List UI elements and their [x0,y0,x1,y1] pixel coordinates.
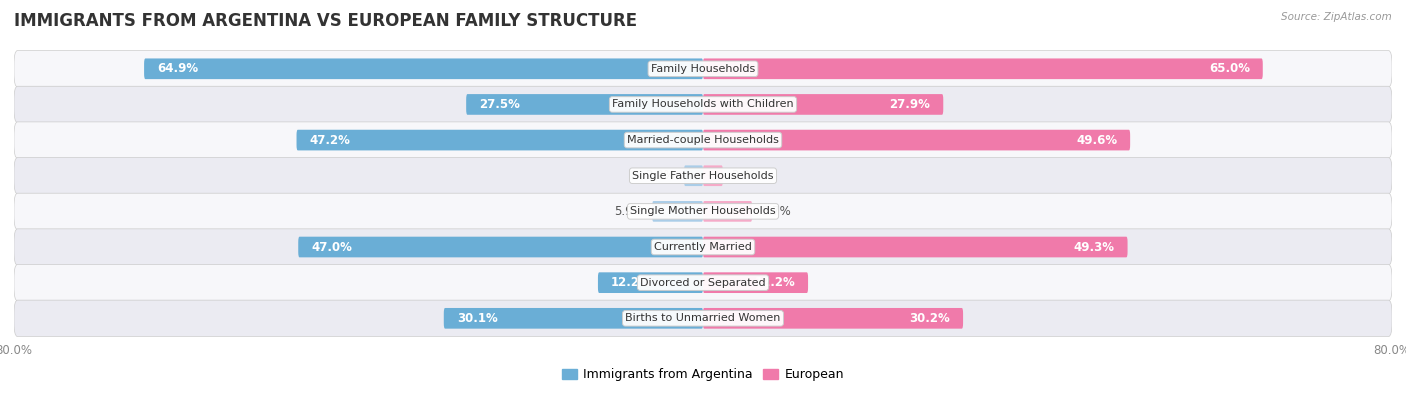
Text: 49.6%: 49.6% [1076,134,1118,147]
FancyBboxPatch shape [14,229,1392,265]
FancyBboxPatch shape [703,308,963,329]
Legend: Immigrants from Argentina, European: Immigrants from Argentina, European [557,363,849,386]
FancyBboxPatch shape [14,122,1392,158]
FancyBboxPatch shape [467,94,703,115]
Text: 27.5%: 27.5% [479,98,520,111]
FancyBboxPatch shape [703,201,752,222]
Text: 2.2%: 2.2% [645,169,675,182]
Text: Divorced or Separated: Divorced or Separated [640,278,766,288]
Text: IMMIGRANTS FROM ARGENTINA VS EUROPEAN FAMILY STRUCTURE: IMMIGRANTS FROM ARGENTINA VS EUROPEAN FA… [14,12,637,30]
Text: Currently Married: Currently Married [654,242,752,252]
Text: 30.1%: 30.1% [457,312,498,325]
Text: 47.0%: 47.0% [311,241,352,254]
Text: Family Households with Children: Family Households with Children [612,100,794,109]
Text: Births to Unmarried Women: Births to Unmarried Women [626,313,780,324]
FancyBboxPatch shape [143,58,703,79]
FancyBboxPatch shape [14,158,1392,194]
FancyBboxPatch shape [14,51,1392,87]
Text: 12.2%: 12.2% [755,276,796,289]
Text: Single Mother Households: Single Mother Households [630,206,776,216]
Text: 47.2%: 47.2% [309,134,350,147]
FancyBboxPatch shape [703,94,943,115]
Text: 2.3%: 2.3% [731,169,761,182]
FancyBboxPatch shape [703,166,723,186]
FancyBboxPatch shape [685,166,703,186]
Text: Single Father Households: Single Father Households [633,171,773,181]
Text: 27.9%: 27.9% [890,98,931,111]
Text: Married-couple Households: Married-couple Households [627,135,779,145]
Text: Family Households: Family Households [651,64,755,74]
FancyBboxPatch shape [14,265,1392,301]
Text: 5.9%: 5.9% [614,205,644,218]
FancyBboxPatch shape [14,86,1392,122]
FancyBboxPatch shape [652,201,703,222]
FancyBboxPatch shape [598,272,703,293]
Text: Source: ZipAtlas.com: Source: ZipAtlas.com [1281,12,1392,22]
FancyBboxPatch shape [703,272,808,293]
FancyBboxPatch shape [14,300,1392,337]
Text: 65.0%: 65.0% [1209,62,1250,75]
FancyBboxPatch shape [444,308,703,329]
FancyBboxPatch shape [703,237,1128,258]
FancyBboxPatch shape [703,58,1263,79]
Text: 5.7%: 5.7% [761,205,790,218]
FancyBboxPatch shape [14,193,1392,229]
FancyBboxPatch shape [298,237,703,258]
Text: 49.3%: 49.3% [1074,241,1115,254]
Text: 12.2%: 12.2% [610,276,651,289]
FancyBboxPatch shape [297,130,703,150]
Text: 64.9%: 64.9% [157,62,198,75]
Text: 30.2%: 30.2% [910,312,950,325]
FancyBboxPatch shape [703,130,1130,150]
